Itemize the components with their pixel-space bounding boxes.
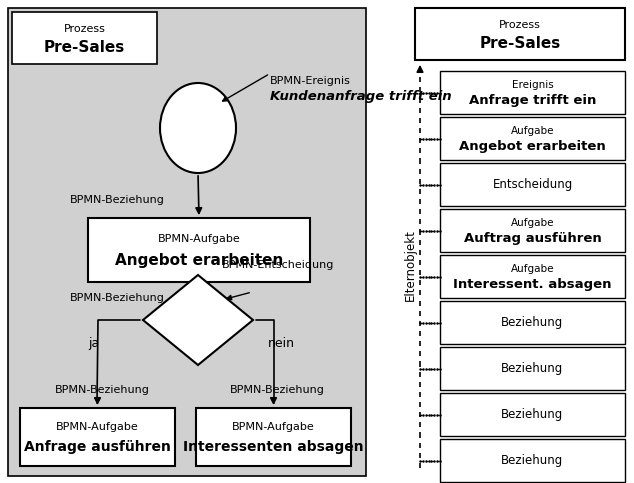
Text: Beziehung: Beziehung	[501, 362, 564, 375]
Text: Pre-Sales: Pre-Sales	[479, 36, 560, 51]
Bar	[440, 255, 625, 298]
Text: BPMN-Beziehung: BPMN-Beziehung	[230, 385, 325, 395]
Text: Aufgabe: Aufgabe	[511, 218, 554, 228]
Text: Pre-Sales: Pre-Sales	[44, 40, 125, 55]
Bar	[20, 408, 175, 466]
Bar	[440, 209, 625, 252]
Text: Prozess: Prozess	[63, 24, 105, 34]
Bar	[196, 408, 351, 466]
Text: Interessenten absagen: Interessenten absagen	[183, 440, 364, 454]
Text: Ereignis: Ereignis	[512, 80, 553, 90]
Text: Anfrage ausführen: Anfrage ausführen	[24, 440, 171, 454]
Text: Auftrag ausführen: Auftrag ausführen	[463, 232, 602, 245]
Bar	[440, 301, 625, 344]
Text: Anfrage trifft ein: Anfrage trifft ein	[469, 94, 596, 107]
Text: Interessent. absagen: Interessent. absagen	[453, 278, 612, 291]
Text: Beziehung: Beziehung	[501, 316, 564, 329]
Bar	[440, 439, 625, 482]
Text: BPMN-Aufgabe: BPMN-Aufgabe	[56, 422, 139, 432]
Bar	[12, 12, 157, 64]
Bar	[440, 163, 625, 206]
Bar	[440, 117, 625, 160]
Text: BPMN-Beziehung: BPMN-Beziehung	[70, 195, 165, 205]
Text: Aufgabe: Aufgabe	[511, 126, 554, 136]
Bar	[440, 71, 625, 114]
Text: Elternobjekt: Elternobjekt	[403, 229, 417, 301]
Bar	[88, 218, 310, 282]
Text: nein: nein	[268, 337, 295, 350]
Text: BPMN-Aufgabe: BPMN-Aufgabe	[158, 234, 240, 244]
Text: Kundenanfrage trifft ein: Kundenanfrage trifft ein	[270, 90, 451, 103]
Bar	[440, 347, 625, 390]
Bar	[415, 8, 625, 60]
Text: BPMN-Aufgabe: BPMN-Aufgabe	[232, 422, 315, 432]
Text: BPMN-Beziehung: BPMN-Beziehung	[55, 385, 150, 395]
Polygon shape	[143, 275, 253, 365]
Text: Beziehung: Beziehung	[501, 454, 564, 467]
Text: BPMN-Entscheidung: BPMN-Entscheidung	[222, 260, 334, 270]
Text: ja: ja	[89, 337, 100, 350]
Text: Prozess: Prozess	[499, 20, 541, 29]
Text: Angebot erarbeiten: Angebot erarbeiten	[459, 140, 606, 153]
Text: Beziehung: Beziehung	[501, 408, 564, 421]
Text: BPMN-Ereignis: BPMN-Ereignis	[270, 76, 351, 86]
Bar	[440, 393, 625, 436]
Text: BPMN-Beziehung: BPMN-Beziehung	[70, 293, 165, 303]
Ellipse shape	[160, 83, 236, 173]
Text: Angebot erarbeiten: Angebot erarbeiten	[115, 254, 283, 269]
Bar	[8, 8, 366, 476]
Text: Entscheidung: Entscheidung	[493, 178, 573, 191]
Text: Aufgabe: Aufgabe	[511, 264, 554, 274]
